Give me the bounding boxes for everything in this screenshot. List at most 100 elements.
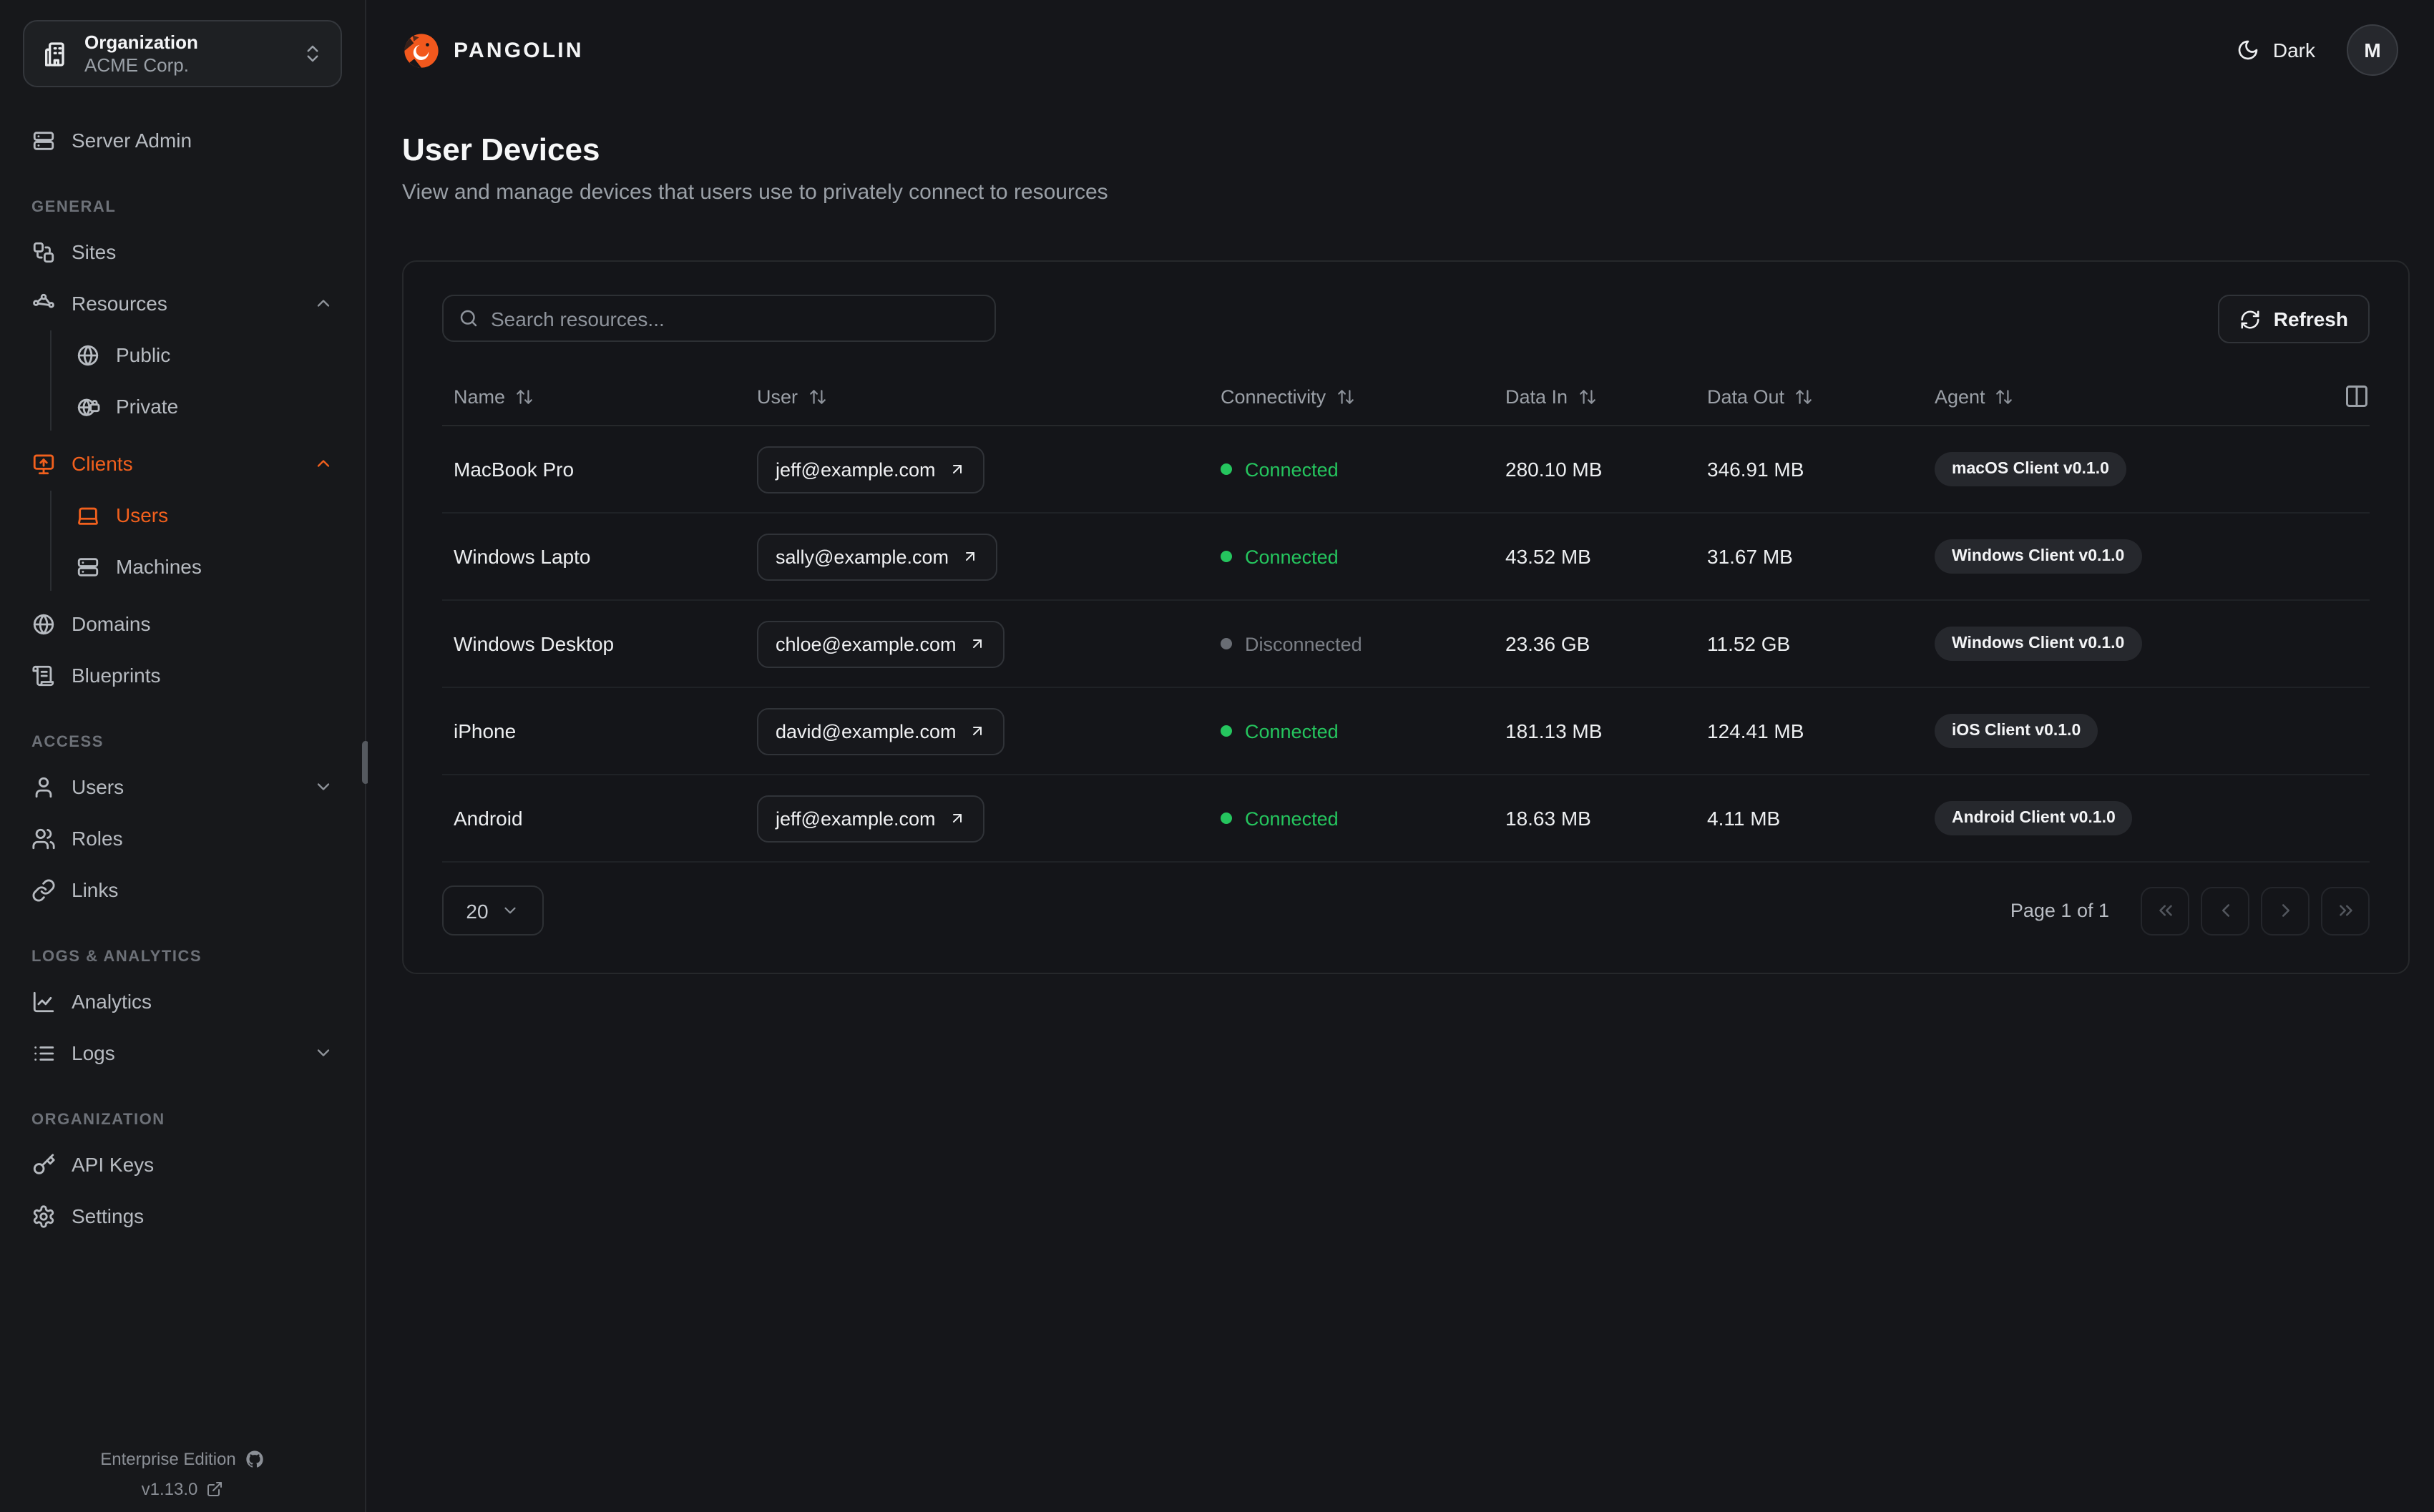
sidebar-item-sites[interactable]: Sites: [20, 227, 345, 276]
sidebar-item-logs[interactable]: Logs: [20, 1029, 345, 1077]
sidebar-item-machines[interactable]: Machines: [70, 542, 345, 591]
edition-link[interactable]: Enterprise Edition: [0, 1448, 365, 1471]
sidebar-item-label: Clients: [72, 452, 133, 475]
next-page-button[interactable]: [2261, 886, 2310, 935]
agent-badge: Windows Client v0.1.0: [1935, 627, 2142, 661]
building-icon: [41, 39, 70, 68]
external-link-icon: [206, 1481, 223, 1498]
last-page-button[interactable]: [2321, 886, 2370, 935]
column-header-user[interactable]: User: [757, 386, 1221, 407]
page-size-select[interactable]: 20: [442, 885, 544, 936]
sidebar-item-label: Blueprints: [72, 664, 161, 687]
sidebar-item-public[interactable]: Public: [70, 330, 345, 379]
previous-page-button[interactable]: [2201, 886, 2249, 935]
sidebar-item-server-admin[interactable]: Server Admin: [20, 116, 345, 165]
chevron-up-icon: [313, 453, 333, 473]
resources-subtree: Public Private: [50, 330, 345, 431]
user-icon: [31, 775, 56, 799]
status-dot: [1221, 725, 1232, 737]
refresh-button[interactable]: Refresh: [2217, 295, 2370, 343]
sidebar-item-label: Sites: [72, 240, 117, 263]
device-name: Android: [454, 807, 523, 830]
column-header-connectivity[interactable]: Connectivity: [1221, 386, 1505, 407]
theme-label: Dark: [2272, 39, 2315, 62]
column-label: Data In: [1505, 386, 1568, 407]
sort-icon: [1794, 387, 1813, 406]
column-header-name[interactable]: Name: [442, 386, 757, 407]
column-header-data-in[interactable]: Data In: [1505, 386, 1707, 407]
user-link-button[interactable]: sally@example.com: [757, 533, 997, 580]
topbar: PANGOLIN Dark M: [368, 0, 2434, 100]
sidebar-item-domains[interactable]: Domains: [20, 599, 345, 648]
brand-logo[interactable]: PANGOLIN: [402, 31, 584, 69]
search-box[interactable]: [442, 295, 996, 342]
org-selector[interactable]: Organization ACME Corp.: [23, 20, 342, 87]
sort-icon: [515, 387, 534, 406]
theme-toggle[interactable]: Dark: [2237, 39, 2315, 62]
columns-toggle-button[interactable]: [2344, 383, 2370, 409]
sidebar-item-clients[interactable]: Clients: [20, 439, 345, 488]
list-icon: [31, 1041, 56, 1065]
org-selector-label: Organization: [84, 31, 198, 53]
sidebar-item-label: Users: [72, 775, 124, 798]
status-text: Connected: [1245, 546, 1339, 567]
user-link-button[interactable]: jeff@example.com: [757, 446, 984, 493]
sidebar-item-api-keys[interactable]: API Keys: [20, 1140, 345, 1189]
page-head: User Devices View and manage devices tha…: [368, 100, 2434, 209]
data-in: 280.10 MB: [1505, 458, 1603, 481]
server-icon: [31, 128, 56, 152]
sidebar-item-resources[interactable]: Resources: [20, 279, 345, 328]
user-email: chloe@example.com: [776, 633, 957, 654]
sidebar-resize-handle[interactable]: [362, 741, 369, 784]
status-dot: [1221, 813, 1232, 824]
avatar[interactable]: M: [2347, 24, 2398, 76]
version-link[interactable]: v1.13.0: [0, 1478, 365, 1501]
sidebar-item-label: Links: [72, 878, 119, 901]
first-page-button[interactable]: [2141, 886, 2189, 935]
sidebar-item-roles[interactable]: Roles: [20, 814, 345, 863]
sidebar-footer: Enterprise Edition v1.13.0: [0, 1440, 365, 1501]
page-subtitle: View and manage devices that users use t…: [402, 180, 1108, 205]
sidebar-item-users[interactable]: Users: [20, 762, 345, 811]
sidebar-item-label: Users: [116, 504, 169, 526]
sidebar-item-label: Resources: [72, 292, 167, 315]
sidebar-item-settings[interactable]: Settings: [20, 1192, 345, 1240]
table-row: Windows Lapto sally@example.com Connecte…: [442, 514, 2370, 601]
table-row: MacBook Pro jeff@example.com Connected 2…: [442, 426, 2370, 514]
connectivity-status: Connected: [1221, 720, 1505, 742]
user-email: sally@example.com: [776, 546, 949, 567]
edition-label: Enterprise Edition: [100, 1449, 236, 1469]
column-header-agent[interactable]: Agent: [1935, 386, 2330, 407]
data-out: 124.41 MB: [1707, 720, 1804, 742]
status-text: Disconnected: [1245, 633, 1362, 654]
user-email: jeff@example.com: [776, 807, 936, 829]
combine-icon: [31, 240, 56, 264]
sidebar-item-blueprints[interactable]: Blueprints: [20, 651, 345, 699]
laptop-icon: [76, 503, 100, 527]
globe-icon: [31, 612, 56, 636]
column-label: Data Out: [1707, 386, 1785, 407]
arrow-up-right-icon: [969, 722, 987, 740]
column-header-data-out[interactable]: Data Out: [1707, 386, 1935, 407]
sidebar-item-links[interactable]: Links: [20, 865, 345, 914]
sidebar-item-analytics[interactable]: Analytics: [20, 977, 345, 1026]
users-icon: [31, 826, 56, 850]
table-footer: 20 Page 1 of 1: [442, 885, 2370, 936]
sidebar-item-label: Server Admin: [72, 129, 192, 152]
gear-icon: [31, 1204, 56, 1228]
refresh-icon: [2239, 308, 2261, 330]
sort-icon: [1336, 387, 1354, 406]
user-link-button[interactable]: chloe@example.com: [757, 620, 1005, 667]
section-label-general: GENERAL: [31, 199, 117, 216]
chevron-up-icon: [313, 293, 333, 313]
column-label: Name: [454, 386, 506, 407]
user-link-button[interactable]: david@example.com: [757, 707, 1005, 755]
sidebar-item-private[interactable]: Private: [70, 382, 345, 431]
user-link-button[interactable]: jeff@example.com: [757, 795, 984, 842]
refresh-label: Refresh: [2273, 308, 2348, 330]
section-label-logs-analytics: LOGS & ANALYTICS: [31, 948, 202, 966]
pager: [2141, 886, 2370, 935]
sidebar-item-clients-users[interactable]: Users: [70, 491, 345, 539]
search-input[interactable]: [491, 307, 980, 330]
status-dot: [1221, 551, 1232, 562]
